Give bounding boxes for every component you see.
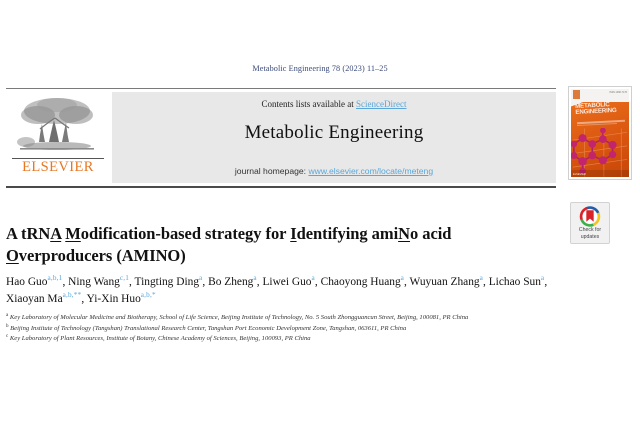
author-separator: ,	[256, 276, 263, 288]
title-text-segment: o acid	[409, 224, 452, 244]
author-separator: ,	[129, 276, 135, 288]
author-name: Tingting Ding	[134, 276, 200, 288]
title-acronym-letter: N	[398, 224, 410, 244]
author-entry[interactable]: Ning Wangc,1	[68, 274, 130, 288]
cover-bottom-strip	[571, 169, 629, 177]
author-affiliation-marker: a	[253, 274, 257, 283]
author-entry[interactable]: Xiaoyan Maa,b,**	[6, 291, 82, 306]
title-acronym-letter: A	[50, 224, 62, 244]
author-name: Xiaoyan Ma	[6, 293, 63, 306]
author-affiliation-marker: a	[479, 274, 484, 283]
author-affiliation-marker: c,1	[119, 274, 130, 283]
title-acronym-letter: I	[290, 224, 297, 244]
author-entry[interactable]: Hao Guoa,b,1	[6, 274, 63, 288]
running-head-citation: Metabolic Engineering 78 (2023) 11–25	[252, 64, 388, 73]
author-entry[interactable]: Liwei Guoa	[262, 274, 315, 288]
journal-title: Metabolic Engineering	[244, 122, 424, 143]
author-separator: ,	[81, 293, 87, 306]
author-entry[interactable]: Bo Zhenga	[208, 274, 257, 288]
affiliation-item: c Key Laboratory of Plant Resources, Ins…	[6, 334, 562, 345]
journal-masthead: ELSEVIER Contents lists available at Sci…	[6, 88, 556, 185]
elsevier-wordmark: ELSEVIER	[12, 158, 104, 175]
cover-molecule-graphic	[571, 127, 628, 177]
elsevier-publisher-logo-block: ELSEVIER	[6, 92, 110, 183]
journal-homepage-line: journal homepage: www.elsevier.com/locat…	[112, 166, 556, 176]
affiliation-text: Beijing Institute of Technology (Tangsha…	[8, 324, 407, 332]
contents-prefix-text: Contents lists available at	[261, 99, 356, 109]
author-affiliation-marker: a	[199, 274, 203, 283]
affiliation-item: a Key Laboratory of Molecular Medicine a…	[6, 313, 562, 324]
author-name: Ning Wang	[68, 276, 120, 288]
author-name: Chaoyong Huang	[320, 276, 401, 288]
author-separator: ,	[483, 276, 489, 288]
cover-journal-title: METABOLIC ENGINEERING	[575, 101, 628, 116]
author-list: Hao Guoa,b,1, Ning Wangc,1, Tingting Din…	[6, 274, 558, 308]
author-affiliation-marker: a	[540, 274, 545, 283]
author-affiliation-marker: a,b,*	[140, 291, 156, 300]
cover-elsevier-mark-icon	[573, 90, 580, 99]
title-acronym-letter: M	[65, 224, 81, 244]
author-name: Lichao Sun	[488, 276, 541, 288]
title-acronym-letter: O	[6, 245, 19, 265]
author-name: Wuyuan Zhang	[409, 276, 480, 288]
author-entry[interactable]: Chaoyong Huanga	[320, 274, 405, 288]
elsevier-tree-icon	[17, 98, 94, 150]
author-separator: ,	[404, 276, 410, 288]
crossmark-check-for-updates-badge[interactable]: Check for updates	[570, 202, 610, 244]
affiliation-text: Key Laboratory of Plant Resources, Insti…	[8, 335, 311, 343]
cover-issn-text: ISSN 1096-7176	[609, 91, 627, 94]
title-text-segment: dentifying ami	[296, 224, 399, 244]
author-entry[interactable]: Wuyuan Zhanga	[409, 274, 484, 288]
affiliation-marker: a	[6, 312, 9, 318]
journal-cover-art: ISSN 1096-7176 METABOLIC ENGINEERING	[571, 89, 629, 177]
author-affiliation-marker: a	[311, 274, 315, 283]
author-separator: ,	[544, 276, 548, 288]
cover-bottom-wordmark: ELSEVIER	[573, 173, 586, 176]
sciencedirect-link[interactable]: ScienceDirect	[356, 99, 407, 109]
author-name: Yi-Xin Huo	[86, 293, 141, 306]
crossmark-label-line2: updates	[580, 233, 600, 240]
author-name: Bo Zheng	[208, 276, 254, 288]
affiliation-list: a Key Laboratory of Molecular Medicine a…	[6, 313, 562, 345]
author-separator: ,	[62, 276, 69, 288]
contents-available-line: Contents lists available at ScienceDirec…	[112, 99, 556, 109]
title-text-segment: A tRN	[6, 224, 51, 244]
author-affiliation-marker: a,b,1	[47, 274, 63, 283]
author-affiliation-marker: a,b,**	[62, 291, 82, 300]
author-entry[interactable]: Tingting Dinga	[134, 274, 203, 288]
author-separator: ,	[314, 276, 321, 288]
cover-title-line2: ENGINEERING	[575, 107, 617, 117]
crossmark-icon	[579, 206, 601, 227]
affiliation-item: b Beijing Institute of Technology (Tangs…	[6, 323, 562, 335]
journal-cover-thumbnail[interactable]: ISSN 1096-7176 METABOLIC ENGINEERING	[568, 86, 632, 180]
affiliation-marker: c	[6, 334, 9, 340]
journal-band: Contents lists available at ScienceDirec…	[110, 92, 556, 183]
cover-top-bar	[571, 89, 629, 103]
masthead-bottom-rule	[6, 186, 556, 189]
crossmark-label: Check for updates	[571, 227, 609, 240]
author-separator: ,	[202, 276, 209, 288]
author-entry[interactable]: Lichao Suna	[488, 274, 545, 288]
title-text-segment: odification-based strategy for	[80, 224, 291, 244]
author-name: Hao Guo	[6, 276, 48, 288]
author-entry[interactable]: Yi-Xin Huoa,b,*	[86, 291, 156, 306]
journal-homepage-link[interactable]: www.elsevier.com/locate/meteng	[308, 166, 434, 176]
author-affiliation-marker: a	[400, 274, 405, 283]
homepage-prefix-text: journal homepage:	[234, 166, 309, 176]
crossmark-label-line1: Check for	[578, 227, 602, 233]
author-name: Liwei Guo	[262, 276, 312, 288]
title-text-segment: verproducers (AMINO)	[18, 245, 186, 265]
affiliation-text: Key Laboratory of Molecular Medicine and…	[8, 314, 469, 321]
article-title: A tRNA Modification-based strategy for I…	[6, 223, 554, 267]
affiliation-marker: b	[6, 323, 9, 329]
